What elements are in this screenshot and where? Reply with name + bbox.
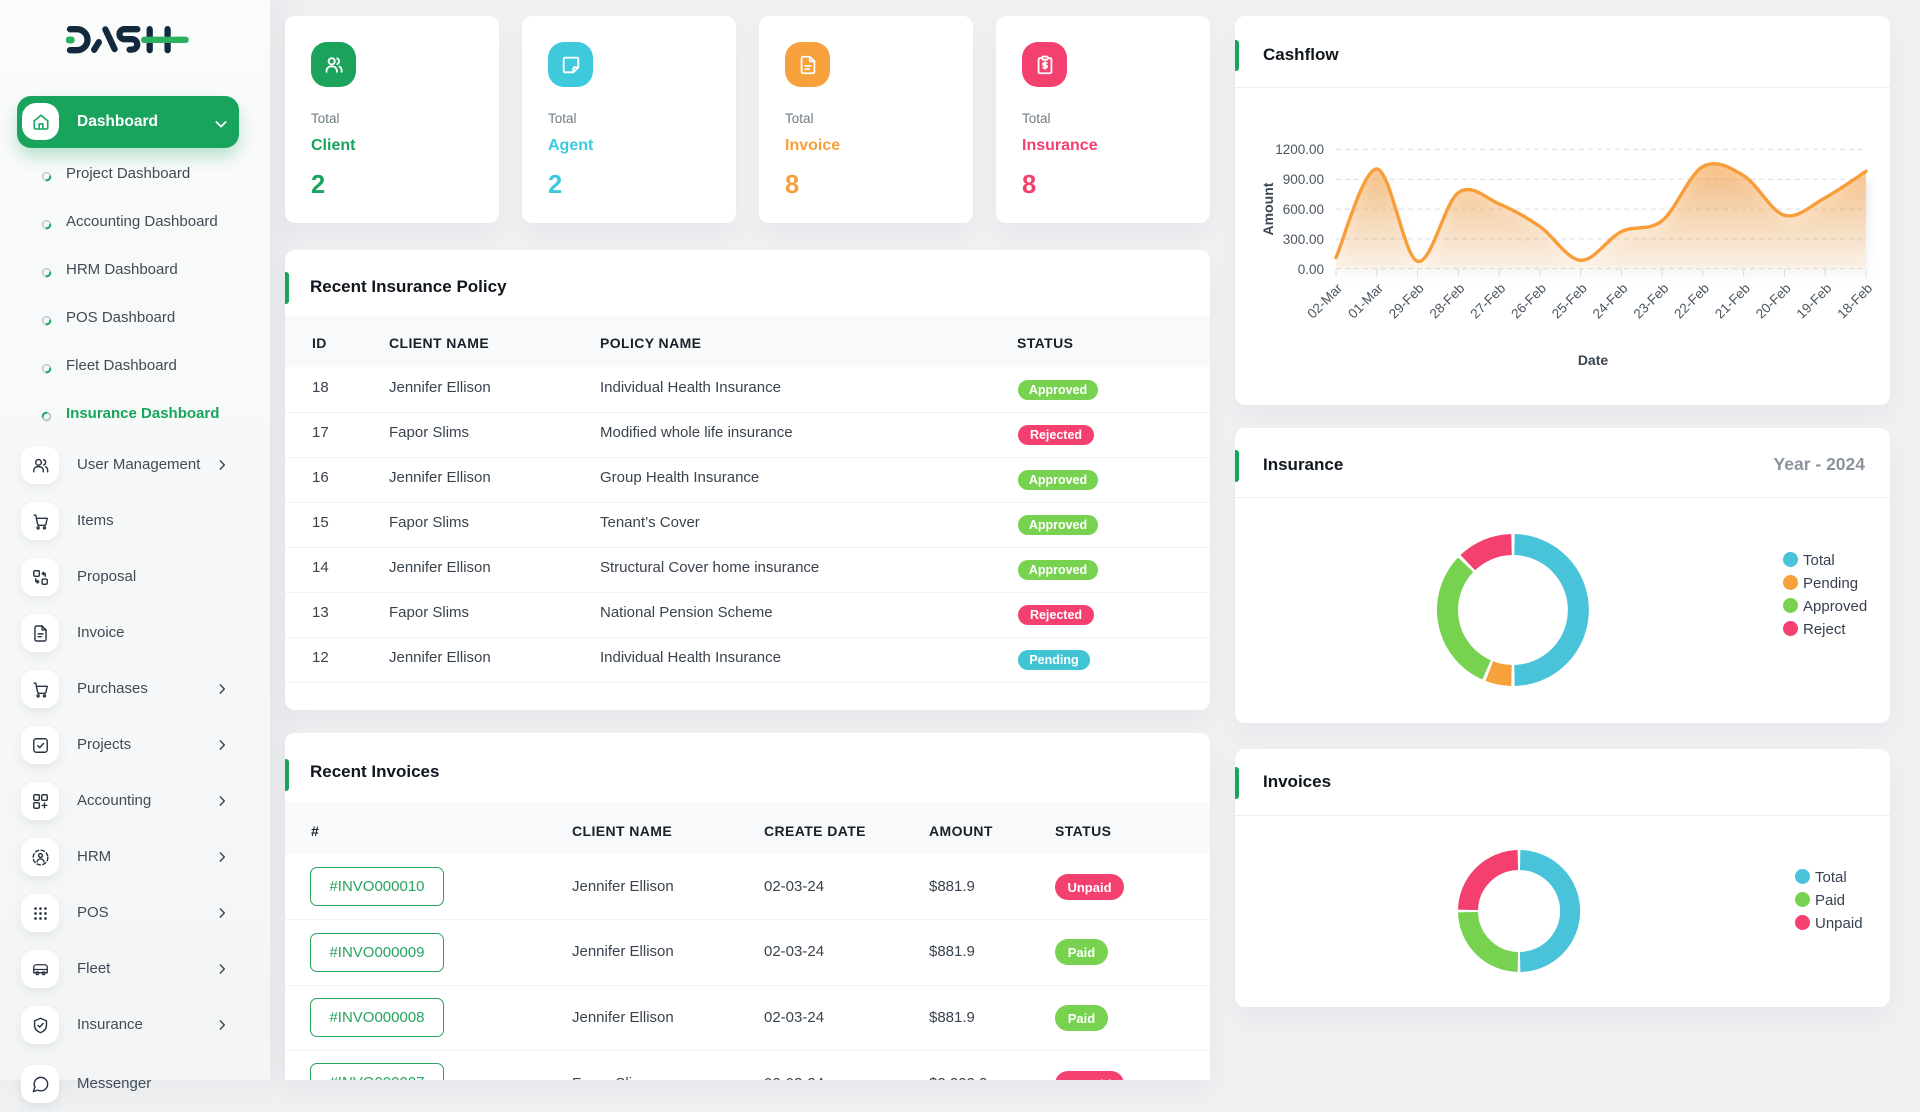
svg-text:26-Feb: 26-Feb	[1508, 281, 1549, 322]
svg-text:23-Feb: 23-Feb	[1631, 281, 1672, 322]
svg-text:22-Feb: 22-Feb	[1671, 281, 1712, 322]
svg-text:Date: Date	[1578, 352, 1609, 368]
svg-text:28-Feb: 28-Feb	[1427, 281, 1468, 322]
svg-text:02-Mar: 02-Mar	[1304, 280, 1345, 321]
svg-text:27-Feb: 27-Feb	[1467, 281, 1508, 322]
svg-text:0.00: 0.00	[1298, 262, 1324, 277]
svg-text:29-Feb: 29-Feb	[1386, 281, 1427, 322]
svg-text:21-Feb: 21-Feb	[1712, 281, 1753, 322]
svg-text:900.00: 900.00	[1283, 172, 1324, 187]
svg-text:Amount: Amount	[1260, 182, 1276, 235]
svg-text:25-Feb: 25-Feb	[1549, 281, 1590, 322]
svg-text:20-Feb: 20-Feb	[1753, 281, 1794, 322]
svg-text:19-Feb: 19-Feb	[1794, 281, 1835, 322]
svg-text:600.00: 600.00	[1283, 202, 1324, 217]
svg-text:18-Feb: 18-Feb	[1834, 281, 1875, 322]
svg-text:01-Mar: 01-Mar	[1345, 280, 1386, 321]
svg-text:300.00: 300.00	[1283, 232, 1324, 247]
svg-text:1200.00: 1200.00	[1275, 142, 1324, 157]
svg-text:24-Feb: 24-Feb	[1590, 281, 1631, 322]
